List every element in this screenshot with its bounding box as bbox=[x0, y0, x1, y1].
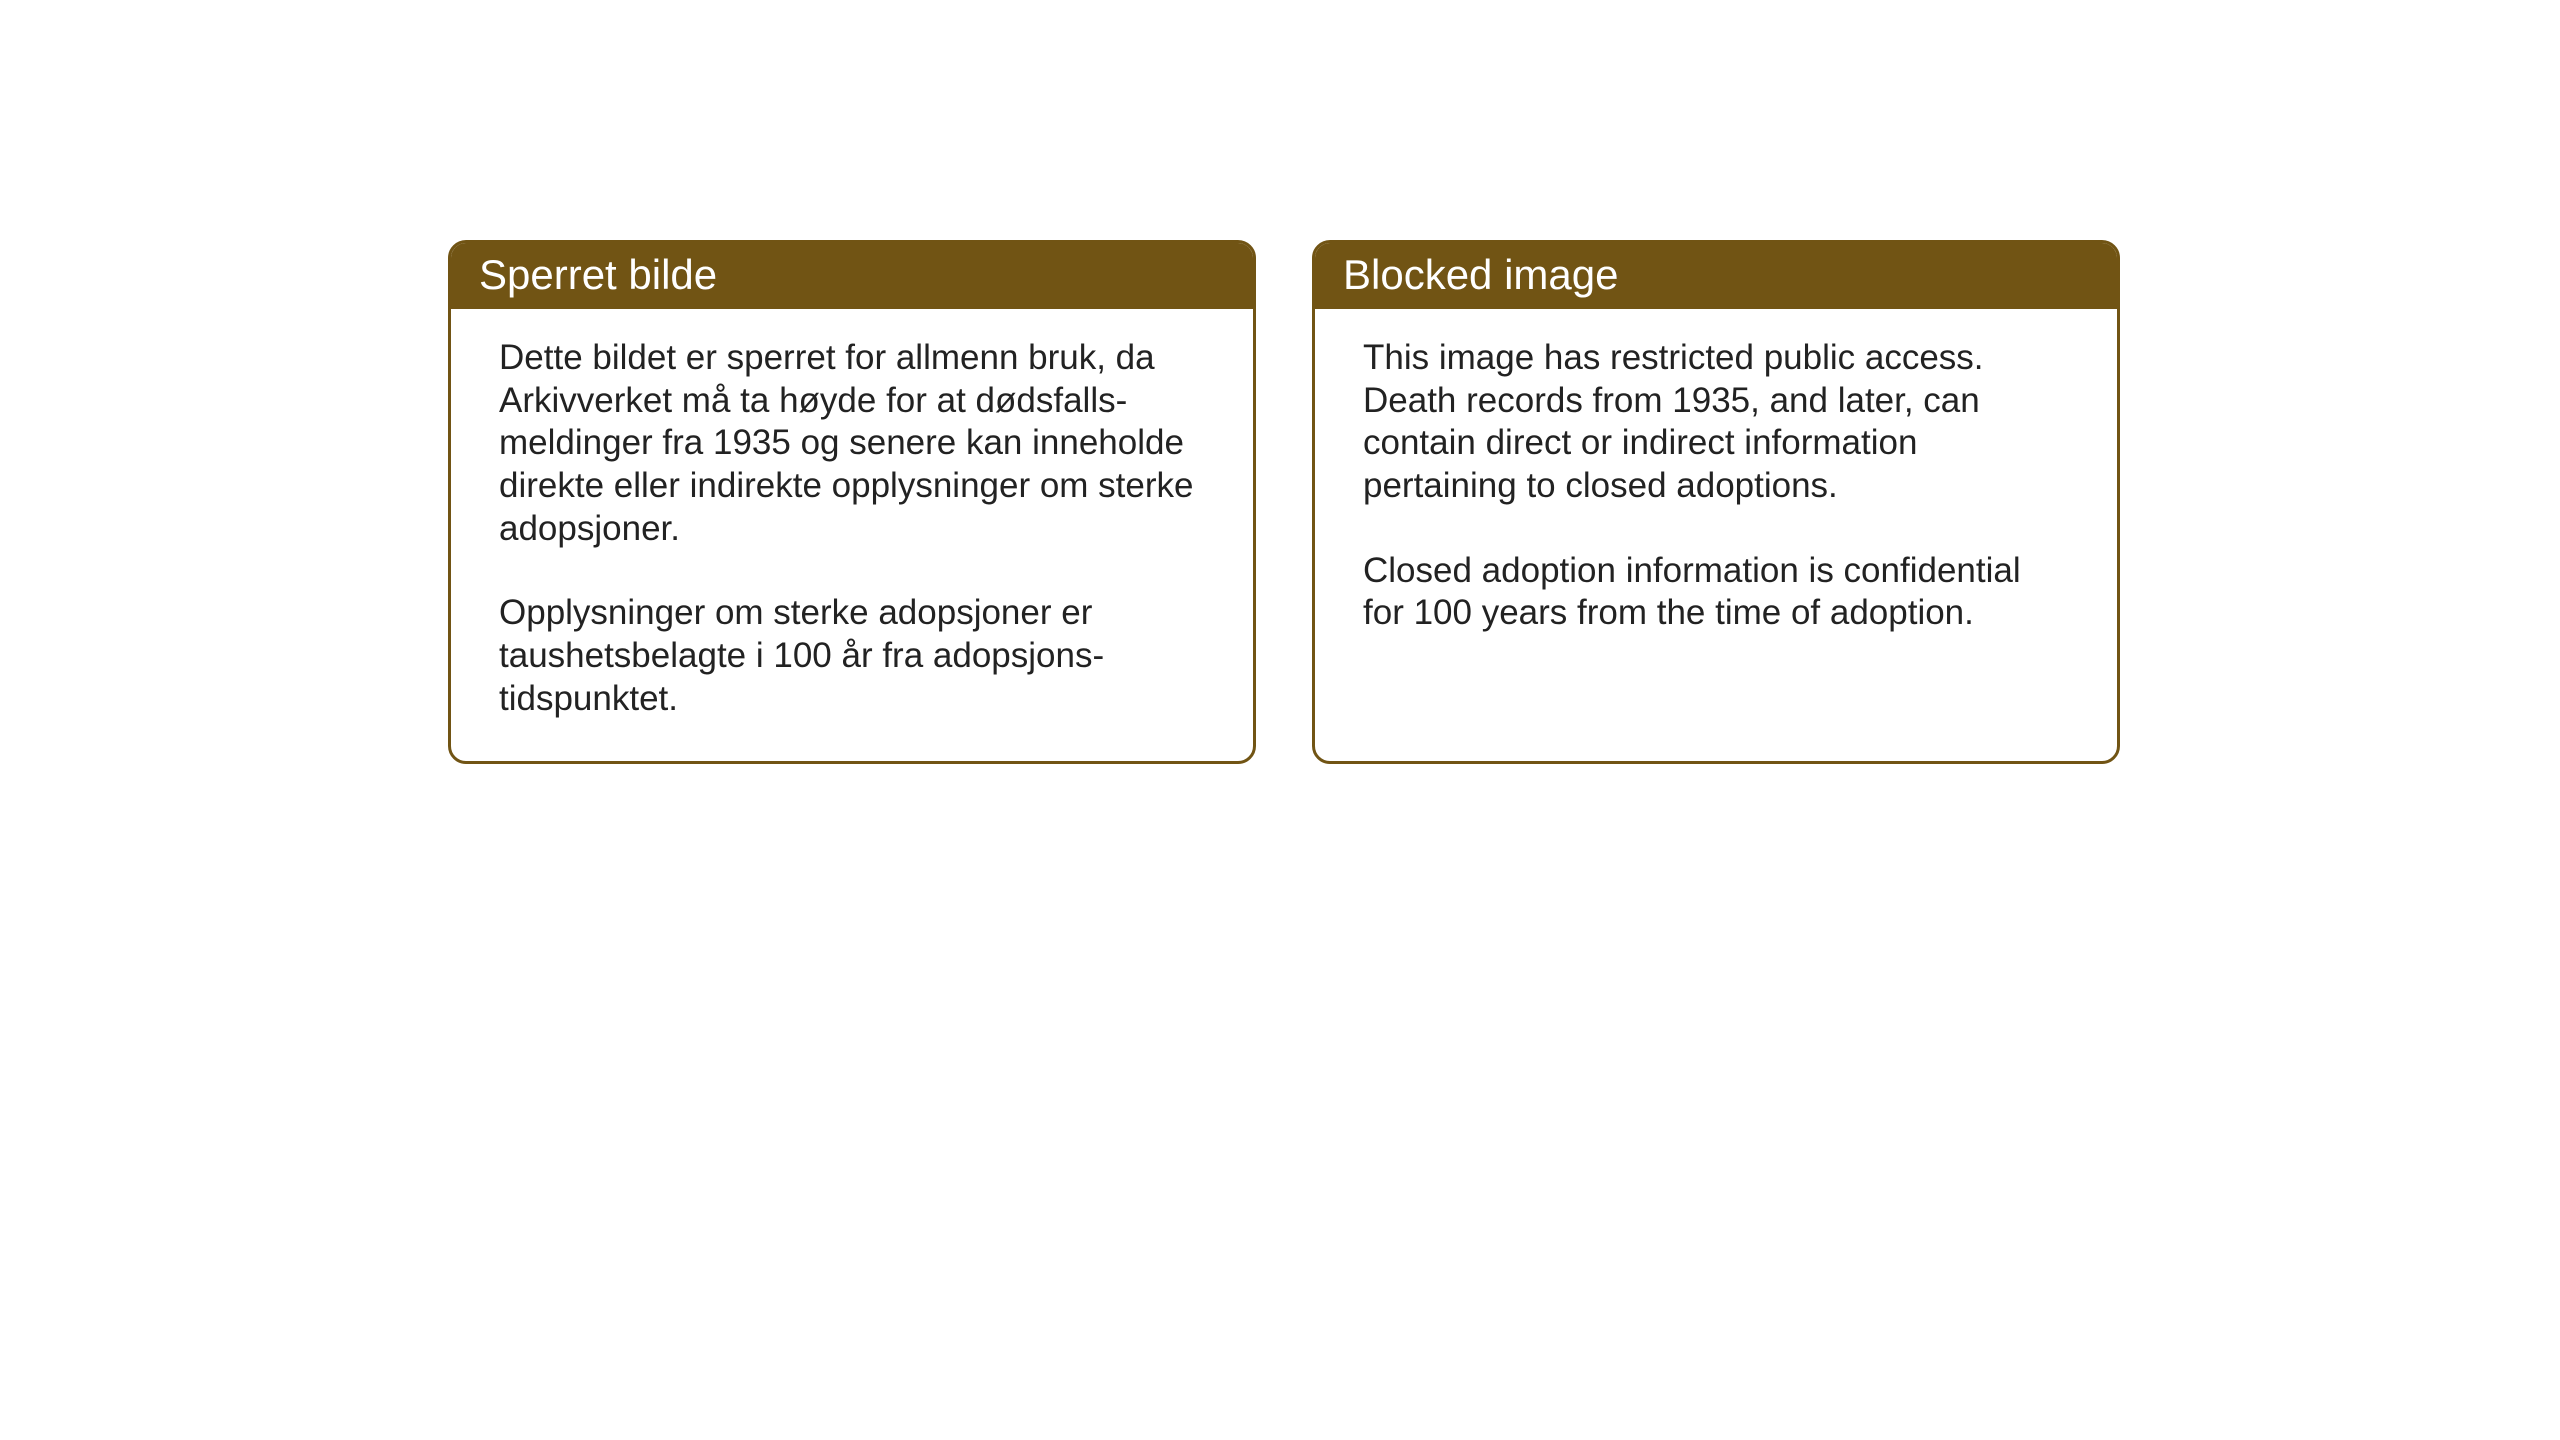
english-card-body: This image has restricted public access.… bbox=[1315, 309, 2117, 755]
norwegian-card-title: Sperret bilde bbox=[451, 243, 1253, 309]
english-paragraph-1: This image has restricted public access.… bbox=[1363, 337, 2069, 508]
norwegian-paragraph-2: Opplysninger om sterke adopsjoner er tau… bbox=[499, 592, 1205, 720]
english-paragraph-2: Closed adoption information is confident… bbox=[1363, 550, 2069, 635]
norwegian-paragraph-1: Dette bildet er sperret for allmenn bruk… bbox=[499, 337, 1205, 550]
english-card-title: Blocked image bbox=[1315, 243, 2117, 309]
norwegian-notice-card: Sperret bilde Dette bildet er sperret fo… bbox=[448, 240, 1256, 764]
english-notice-card: Blocked image This image has restricted … bbox=[1312, 240, 2120, 764]
notice-cards-container: Sperret bilde Dette bildet er sperret fo… bbox=[448, 240, 2120, 764]
norwegian-card-body: Dette bildet er sperret for allmenn bruk… bbox=[451, 309, 1253, 761]
